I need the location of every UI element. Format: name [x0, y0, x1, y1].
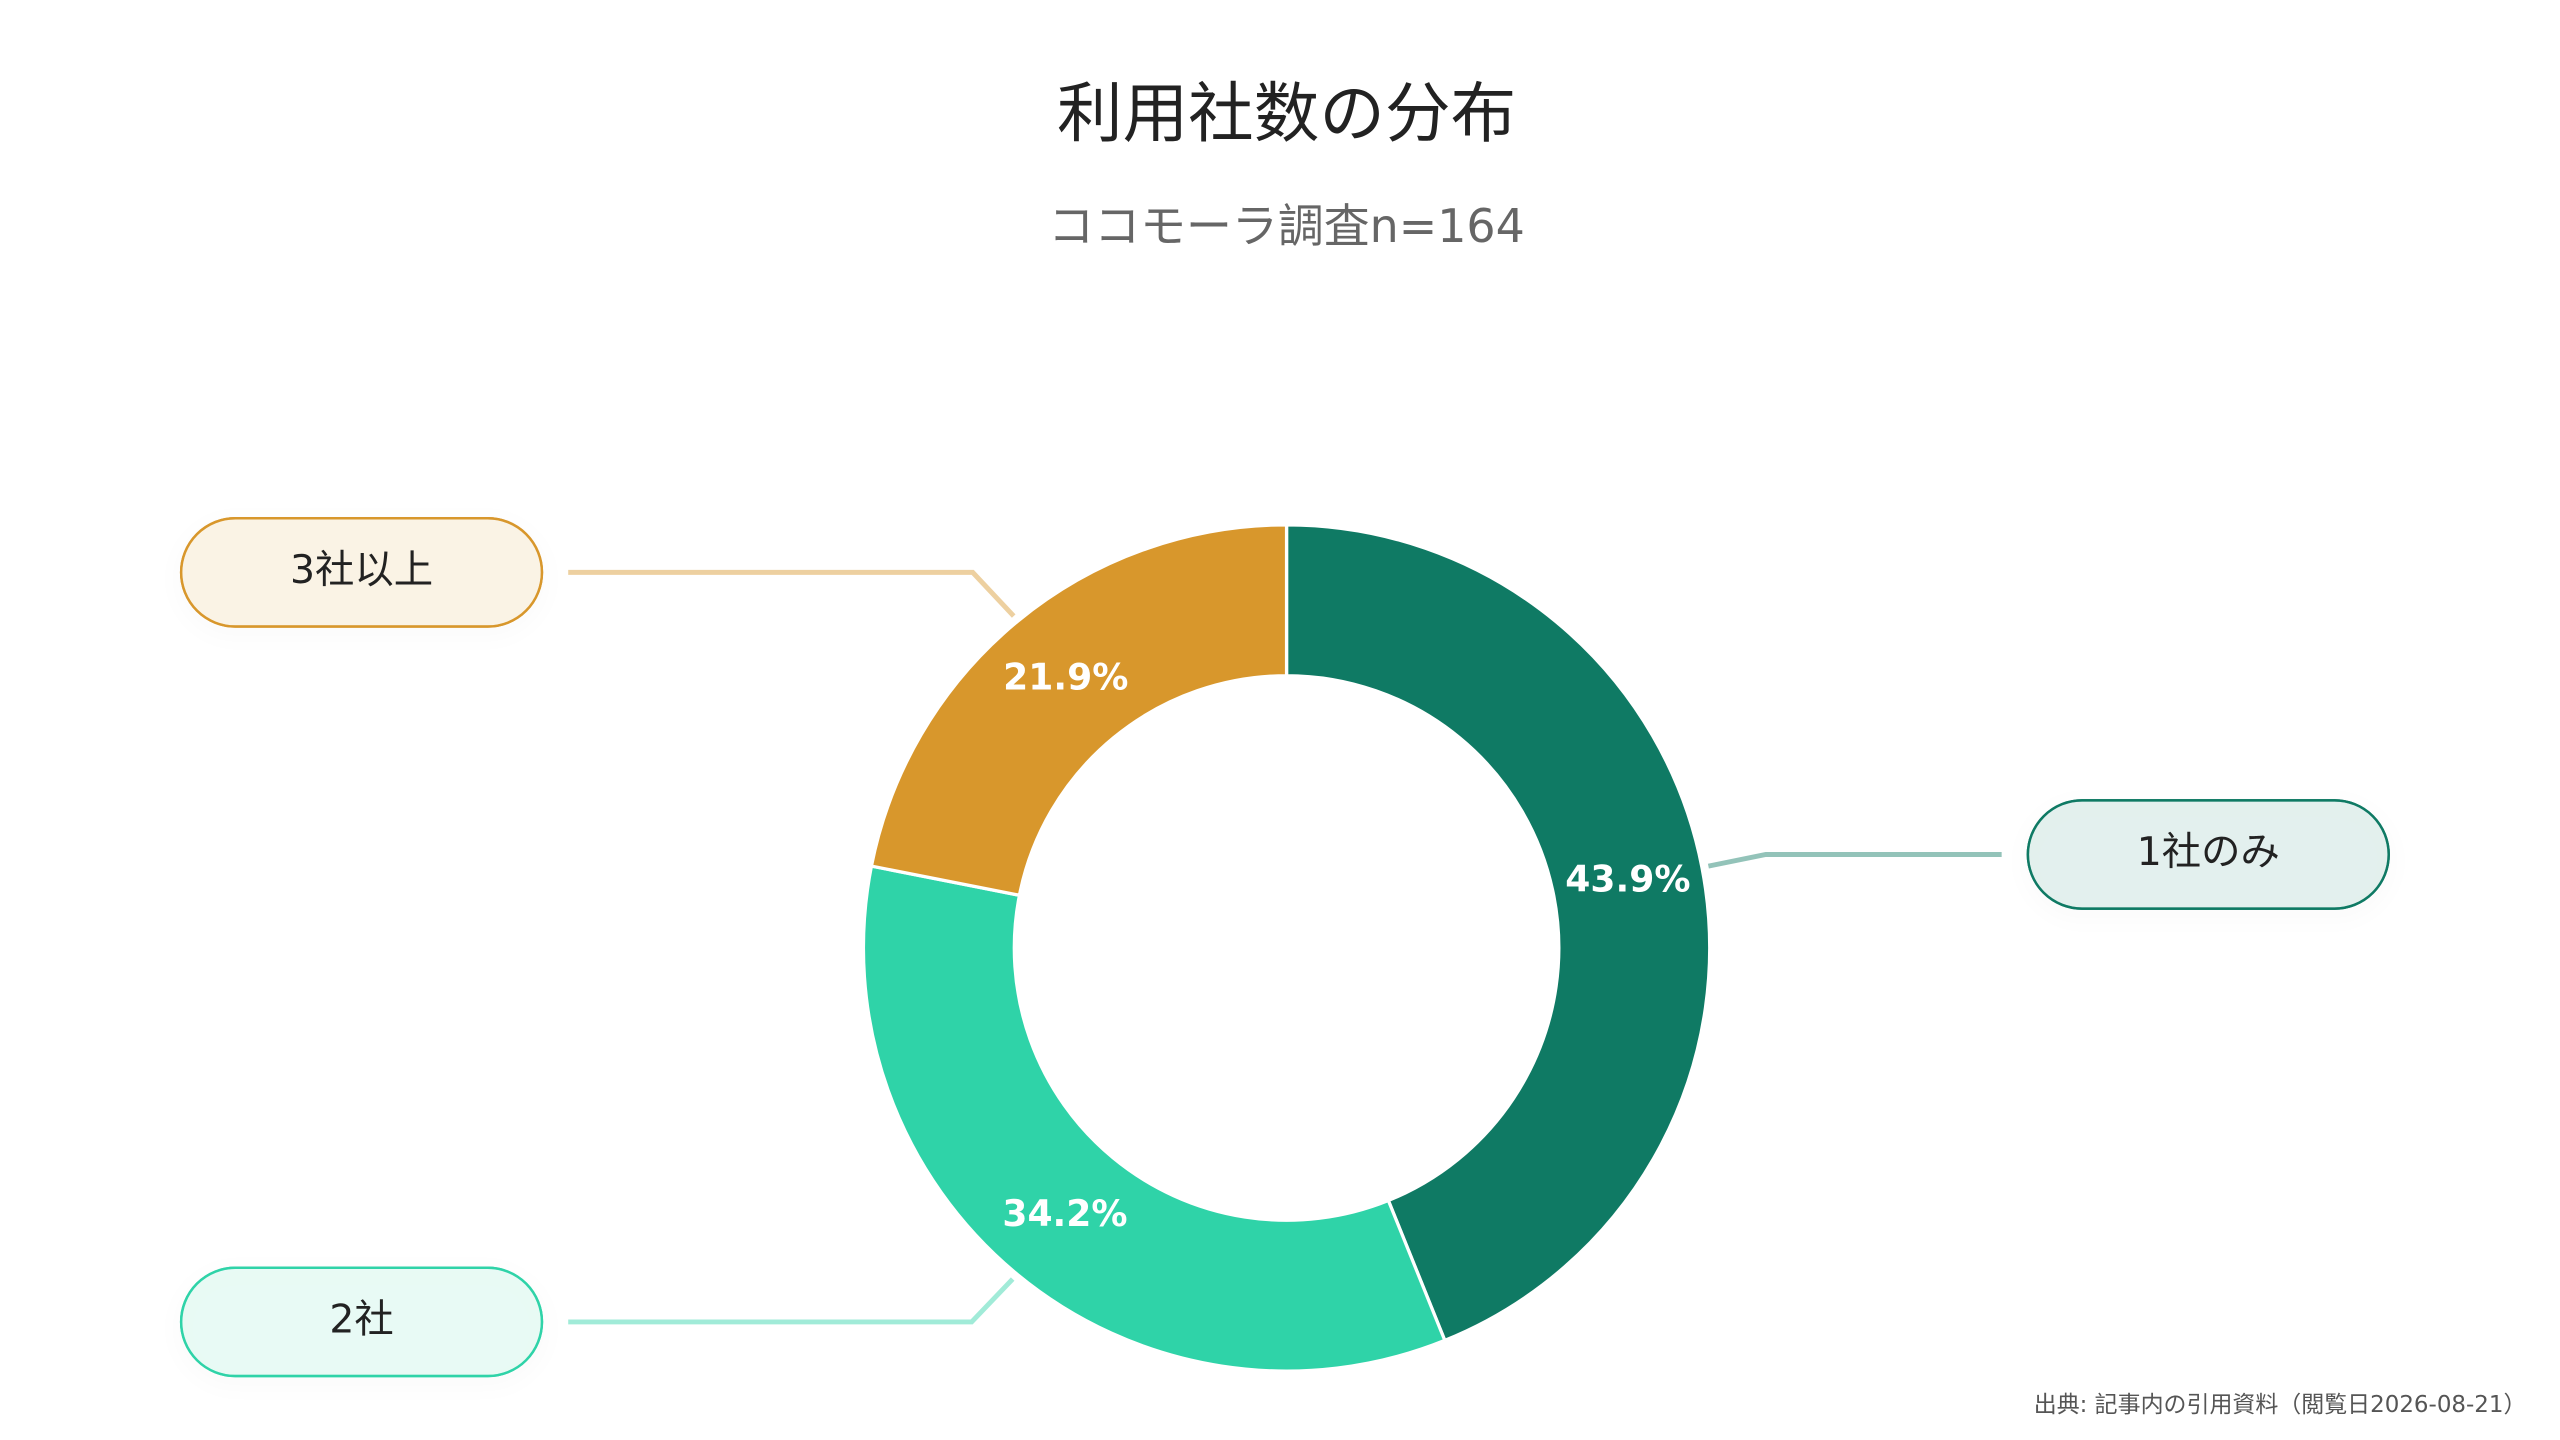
- callout-tint: [179, 517, 544, 628]
- source-note: 出典: 記事内の引用資料（閲覧日2026-08-21）: [2034, 1392, 2527, 1418]
- chart-subtitle: ココモーラ調査n=164: [1048, 199, 1525, 253]
- callout: 2社: [179, 1266, 544, 1378]
- callout-fill: [181, 518, 542, 627]
- value-label: 21.9%: [1003, 656, 1128, 698]
- donut-slice: [861, 864, 1447, 1373]
- donut-slice: [1284, 523, 1712, 1343]
- value-label: 43.9%: [1565, 859, 1690, 901]
- callout-fill: [2027, 800, 2389, 909]
- value-label: 34.2%: [1002, 1193, 1127, 1235]
- legend-label: 2社: [329, 1296, 393, 1342]
- callout: 3社以上: [179, 517, 544, 628]
- callout-fill: [181, 1267, 542, 1377]
- leader-line: [568, 569, 1016, 618]
- callout-tint: [179, 1266, 544, 1378]
- leader-line: [1707, 852, 2002, 869]
- legend-label: 1社のみ: [2137, 829, 2280, 875]
- leader-line: [568, 1277, 1015, 1325]
- donut-slice: [869, 523, 1289, 898]
- legend-label: 3社以上: [290, 547, 433, 593]
- callout: 1社のみ: [2026, 799, 2390, 910]
- callout-tint: [2026, 799, 2390, 910]
- chart-title: 利用社数の分布: [1057, 76, 1516, 152]
